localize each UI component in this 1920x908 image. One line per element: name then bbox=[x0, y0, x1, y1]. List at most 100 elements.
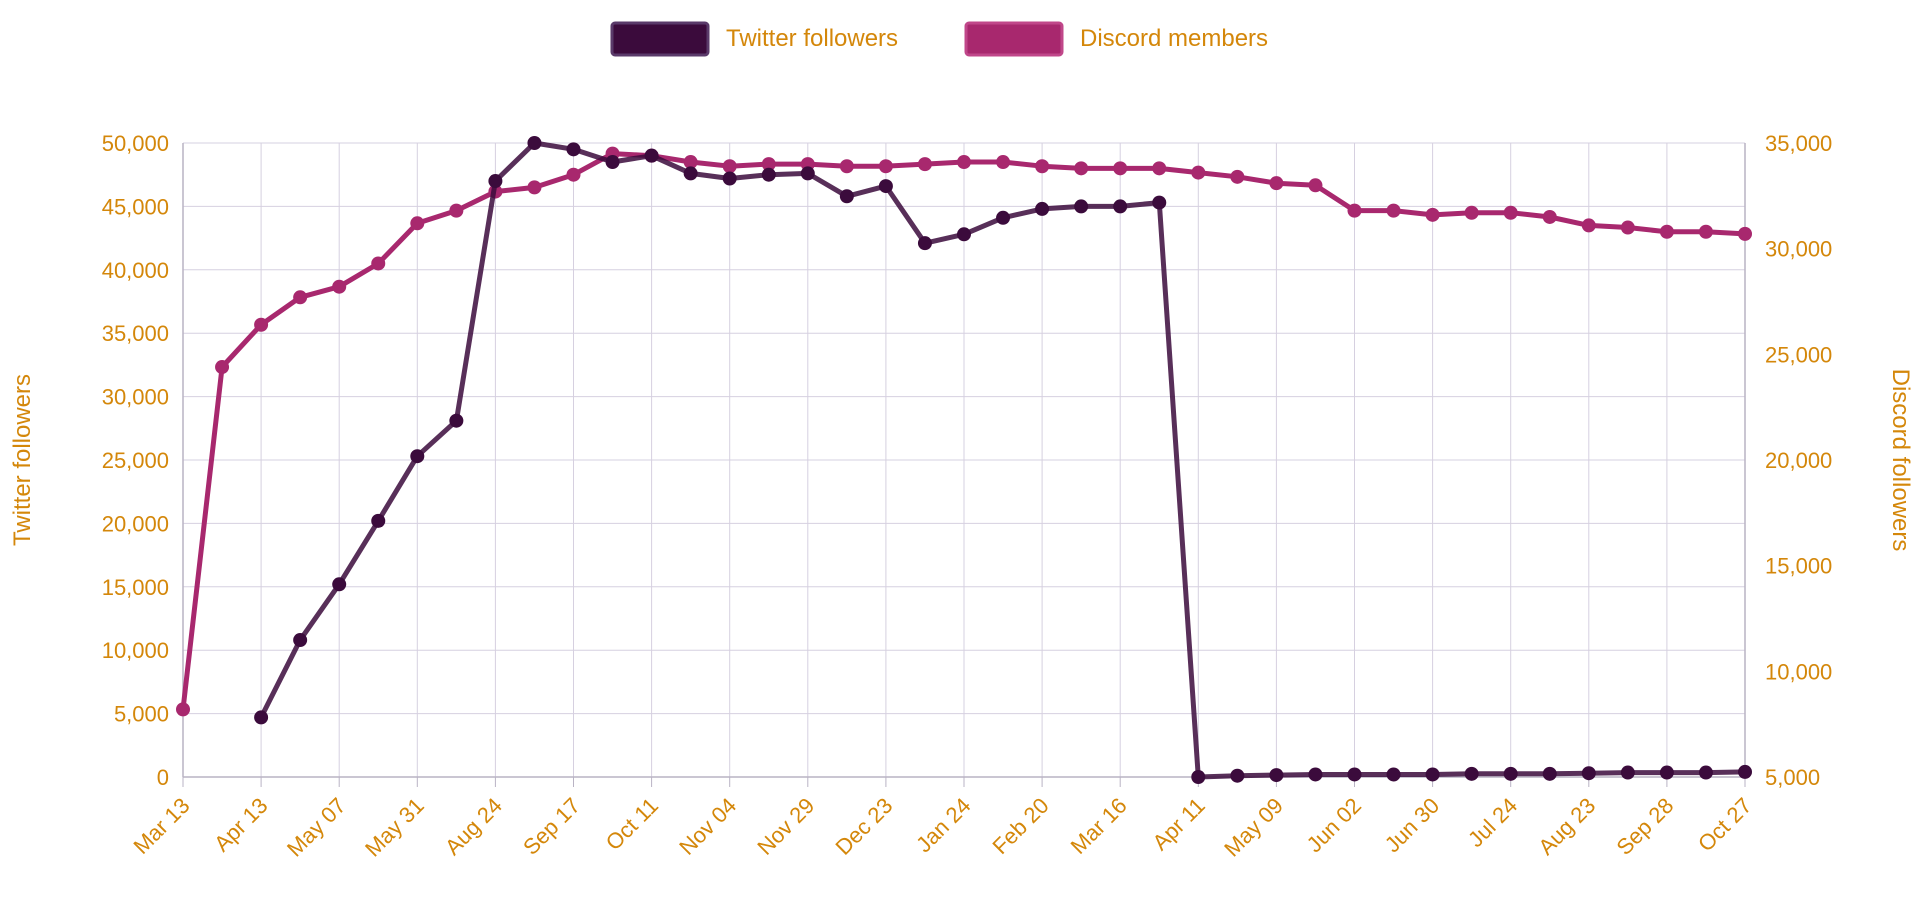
data-point-twitter[interactable] bbox=[1347, 767, 1362, 782]
data-point-discord[interactable] bbox=[878, 159, 893, 174]
data-point-discord[interactable] bbox=[1113, 161, 1128, 176]
left-tick-label: 45,000 bbox=[102, 194, 169, 219]
data-point-twitter[interactable] bbox=[1698, 765, 1713, 780]
right-tick-label: 10,000 bbox=[1765, 659, 1832, 684]
left-tick-label: 50,000 bbox=[102, 131, 169, 156]
data-point-discord[interactable] bbox=[1035, 159, 1050, 174]
data-point-twitter[interactable] bbox=[1308, 767, 1323, 782]
right-axis-ticks: 5,000 10,000 15,000 20,000 25,000 30,000 35,00… bbox=[1765, 131, 1832, 790]
series-layer bbox=[176, 136, 1752, 784]
x-tick-label: Mar 16 bbox=[1066, 793, 1132, 859]
data-point-discord[interactable] bbox=[1074, 161, 1089, 176]
data-point-twitter[interactable] bbox=[917, 236, 932, 251]
data-point-discord[interactable] bbox=[1464, 205, 1479, 220]
data-point-twitter[interactable] bbox=[605, 155, 620, 170]
data-point-twitter[interactable] bbox=[410, 449, 425, 464]
data-point-twitter[interactable] bbox=[1035, 201, 1050, 216]
data-point-twitter[interactable] bbox=[683, 166, 698, 181]
data-point-twitter[interactable] bbox=[800, 166, 815, 181]
data-point-twitter[interactable] bbox=[878, 179, 893, 194]
data-point-discord[interactable] bbox=[176, 702, 190, 717]
data-point-twitter[interactable] bbox=[1113, 199, 1128, 214]
data-point-twitter[interactable] bbox=[1425, 767, 1440, 782]
data-point-discord[interactable] bbox=[1269, 176, 1284, 191]
x-tick-label: Jun 02 bbox=[1302, 793, 1366, 857]
x-tick-label: Aug 24 bbox=[440, 793, 507, 860]
data-point-discord[interactable] bbox=[1425, 207, 1440, 222]
data-point-twitter[interactable] bbox=[1738, 764, 1752, 779]
data-point-discord[interactable] bbox=[1659, 224, 1674, 239]
data-point-discord[interactable] bbox=[293, 290, 308, 305]
legend-item-discord[interactable]: Discord members bbox=[964, 21, 1268, 57]
data-point-twitter[interactable] bbox=[1464, 766, 1479, 781]
data-point-twitter[interactable] bbox=[1230, 768, 1245, 783]
data-point-discord[interactable] bbox=[1581, 218, 1596, 233]
data-point-discord[interactable] bbox=[996, 155, 1011, 170]
legend-item-twitter[interactable]: Twitter followers bbox=[610, 21, 898, 57]
data-point-twitter[interactable] bbox=[644, 148, 659, 163]
data-point-twitter[interactable] bbox=[332, 577, 347, 592]
data-point-discord[interactable] bbox=[215, 360, 230, 375]
data-point-twitter[interactable] bbox=[761, 167, 776, 182]
data-point-discord[interactable] bbox=[1230, 169, 1245, 184]
x-tick-label: Jan 24 bbox=[911, 793, 975, 857]
data-point-discord[interactable] bbox=[371, 256, 386, 271]
data-point-twitter[interactable] bbox=[1581, 766, 1596, 781]
left-axis-ticks: 0 5,000 10,000 15,000 20,000 25,000 30,000 35,0… bbox=[102, 131, 169, 790]
data-point-twitter[interactable] bbox=[449, 413, 464, 428]
data-point-discord[interactable] bbox=[839, 159, 854, 174]
data-point-discord[interactable] bbox=[917, 157, 932, 172]
data-point-discord[interactable] bbox=[722, 159, 737, 174]
data-point-twitter[interactable] bbox=[254, 710, 269, 725]
data-point-twitter[interactable] bbox=[996, 210, 1011, 225]
x-tick-label: Dec 23 bbox=[830, 793, 897, 860]
data-point-discord[interactable] bbox=[1347, 203, 1362, 218]
data-point-twitter[interactable] bbox=[1191, 770, 1206, 784]
data-point-discord[interactable] bbox=[1738, 226, 1752, 241]
data-point-twitter[interactable] bbox=[1152, 195, 1167, 210]
data-point-discord[interactable] bbox=[449, 203, 464, 218]
data-point-twitter[interactable] bbox=[566, 142, 581, 157]
data-point-twitter[interactable] bbox=[839, 189, 854, 204]
data-point-twitter[interactable] bbox=[722, 171, 737, 186]
data-point-twitter[interactable] bbox=[1620, 765, 1635, 780]
x-tick-label: May 31 bbox=[360, 793, 429, 862]
data-point-discord[interactable] bbox=[1308, 178, 1323, 193]
x-tick-label: Oct 27 bbox=[1693, 793, 1757, 857]
x-tick-label: Nov 04 bbox=[674, 793, 741, 860]
legend-label-twitter: Twitter followers bbox=[726, 25, 898, 52]
data-point-discord[interactable] bbox=[1152, 161, 1167, 176]
data-point-twitter[interactable] bbox=[1503, 766, 1518, 781]
data-point-twitter[interactable] bbox=[957, 227, 971, 242]
data-point-twitter[interactable] bbox=[293, 633, 308, 648]
data-point-twitter[interactable] bbox=[371, 513, 386, 528]
data-point-twitter[interactable] bbox=[488, 174, 503, 189]
data-point-twitter[interactable] bbox=[1659, 765, 1674, 780]
data-point-twitter[interactable] bbox=[1386, 767, 1401, 782]
data-point-twitter[interactable] bbox=[1074, 199, 1089, 214]
data-point-twitter[interactable] bbox=[1542, 766, 1557, 781]
data-point-discord[interactable] bbox=[527, 180, 542, 195]
left-tick-label: 30,000 bbox=[102, 385, 169, 410]
data-point-twitter[interactable] bbox=[527, 136, 542, 150]
data-point-discord[interactable] bbox=[1542, 209, 1557, 224]
data-point-discord[interactable] bbox=[1620, 220, 1635, 235]
data-point-discord[interactable] bbox=[957, 155, 971, 170]
left-tick-label: 15,000 bbox=[102, 575, 169, 600]
data-point-discord[interactable] bbox=[566, 167, 581, 182]
data-point-discord[interactable] bbox=[761, 157, 776, 172]
data-point-discord[interactable] bbox=[1191, 165, 1206, 180]
data-point-discord[interactable] bbox=[1503, 205, 1518, 220]
left-axis-title: Twitter followers bbox=[9, 374, 36, 546]
data-point-discord[interactable] bbox=[410, 216, 425, 231]
data-point-twitter[interactable] bbox=[1269, 768, 1284, 783]
legend-label-discord: Discord members bbox=[1080, 25, 1268, 52]
data-point-discord[interactable] bbox=[1386, 203, 1401, 218]
x-tick-label: Mar 13 bbox=[128, 793, 194, 859]
x-tick-label: Oct 11 bbox=[601, 793, 663, 855]
data-point-discord[interactable] bbox=[332, 279, 347, 294]
data-point-discord[interactable] bbox=[254, 317, 269, 332]
data-point-discord[interactable] bbox=[1698, 224, 1713, 239]
x-tick-label: Nov 29 bbox=[752, 793, 819, 860]
data-point-discord[interactable] bbox=[683, 155, 698, 170]
